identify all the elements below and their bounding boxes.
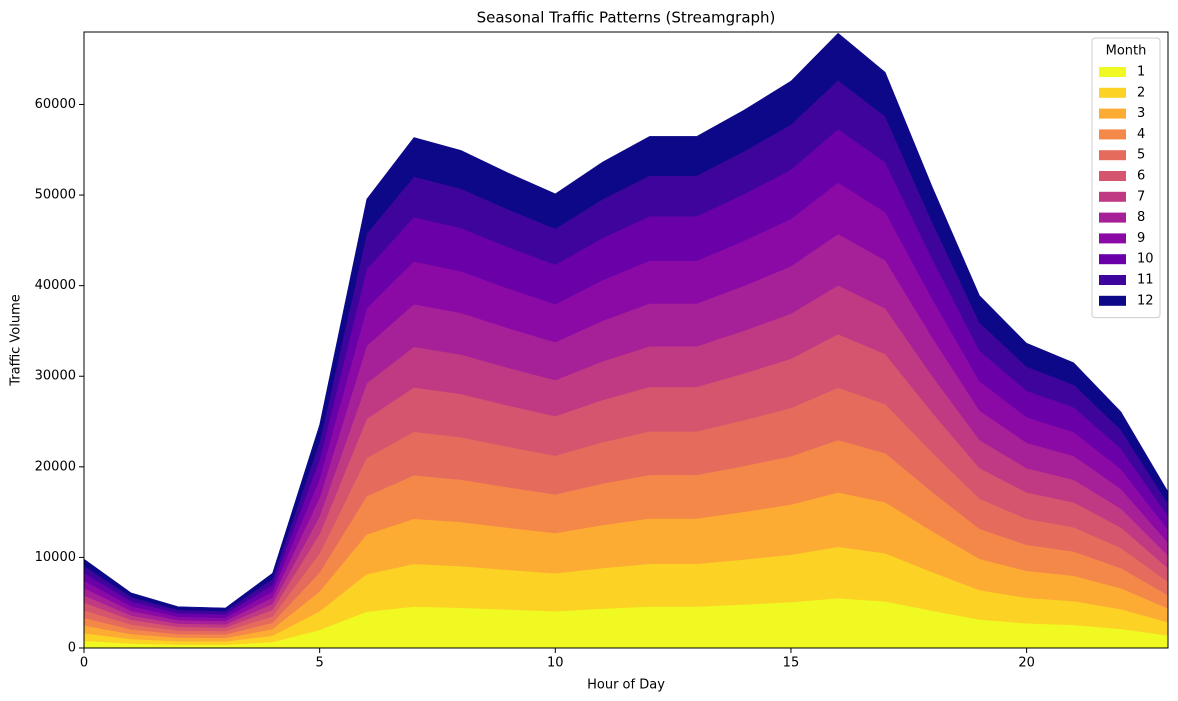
- legend-swatch: [1099, 275, 1126, 285]
- legend-label: 2: [1137, 85, 1145, 100]
- y-tick-label: 20000: [35, 459, 76, 474]
- legend-swatch: [1099, 87, 1126, 98]
- chart-title: Seasonal Traffic Patterns (Streamgraph): [477, 9, 776, 27]
- legend-label: 9: [1137, 231, 1145, 246]
- legend-label: 11: [1137, 273, 1154, 288]
- y-tick-label: 50000: [35, 188, 76, 203]
- legend-label: 12: [1137, 293, 1154, 308]
- legend-label: 1: [1137, 65, 1145, 80]
- y-tick-label: 30000: [35, 369, 76, 384]
- y-tick-label: 10000: [35, 550, 76, 565]
- legend-swatch: [1099, 129, 1126, 140]
- y-axis-label: Traffic Volume: [9, 294, 24, 387]
- legend-swatch: [1099, 212, 1126, 223]
- x-axis-label: Hour of Day: [587, 678, 665, 693]
- x-tick-label: 5: [316, 656, 324, 671]
- legend-swatch: [1099, 254, 1126, 265]
- legend-swatch: [1099, 150, 1126, 161]
- y-tick-label: 40000: [35, 278, 76, 293]
- legend-title: Month: [1106, 44, 1147, 59]
- legend-label: 5: [1137, 148, 1145, 163]
- x-tick-label: 10: [547, 656, 564, 671]
- legend-label: 3: [1137, 106, 1145, 121]
- y-tick-label: 60000: [35, 97, 76, 112]
- x-tick-label: 0: [80, 656, 88, 671]
- x-tick-label: 20: [1018, 656, 1035, 671]
- legend-label: 4: [1137, 127, 1145, 142]
- legend-label: 10: [1137, 252, 1154, 267]
- x-tick-label: 15: [783, 656, 800, 671]
- legend-swatch: [1099, 67, 1126, 77]
- legend-label: 8: [1137, 210, 1145, 225]
- plot-frame: [83, 31, 1169, 649]
- legend-swatch: [1099, 171, 1126, 181]
- legend-label: 7: [1137, 189, 1145, 204]
- legend-label: 6: [1137, 169, 1145, 184]
- legend-swatch: [1099, 295, 1126, 306]
- legend-swatch: [1099, 191, 1126, 202]
- legend-swatch: [1099, 233, 1126, 244]
- legend-swatch: [1099, 108, 1126, 119]
- y-tick-label: 0: [68, 641, 76, 656]
